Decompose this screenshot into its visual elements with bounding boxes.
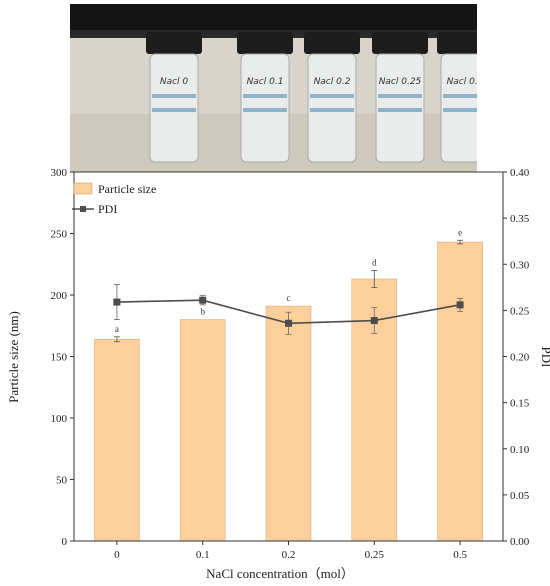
y2-tick-label: 0.20 (510, 352, 530, 364)
significance-letter: a (115, 324, 119, 334)
y-axis-label: Particle size (nm) (6, 311, 21, 403)
y-tick-label: 300 (51, 167, 68, 179)
y-tick-label: 250 (51, 229, 68, 241)
vial-band (243, 108, 287, 112)
vial-label: Nacl 0.2 (314, 77, 351, 87)
y2-axis-label: PDI (539, 347, 550, 368)
x-tick-label: 0 (114, 549, 120, 561)
bar-particle-size (437, 241, 483, 542)
y2-tick-label: 0.05 (510, 490, 530, 502)
vial-band (443, 108, 477, 112)
bar-particle-size (265, 305, 312, 542)
y-tick-label: 0 (62, 536, 68, 548)
point-pdi (199, 296, 207, 304)
legend: Particle size PDI (72, 182, 156, 216)
y-tick-label: 50 (56, 475, 68, 487)
vial-label: Nacl 0.5 (447, 77, 477, 87)
point-pdi (285, 319, 292, 327)
vial-band (378, 108, 422, 112)
y2-tick-label: 0.15 (510, 398, 530, 410)
vial-band (378, 94, 422, 98)
legend-marker-pdi (80, 206, 86, 212)
point-pdi (370, 317, 378, 325)
x-axis-label: NaCl concentration（mol） (206, 566, 354, 581)
y2-tick-label: 0.25 (510, 305, 530, 317)
y2-tick-label: 0.35 (510, 213, 530, 225)
significance-letter: b (200, 307, 205, 317)
vial-band (243, 94, 287, 98)
point-pdi (113, 298, 121, 306)
vial-label: Nacl 0 (160, 77, 189, 87)
x-tick-label: 0.5 (453, 549, 467, 561)
x-tick-label: 0.2 (282, 549, 296, 561)
vial-band (310, 94, 354, 98)
vials-photo: Nacl 0 Nacl 0.1 Nacl 0.2 Nacl 0.25 Nacl 0.5 (70, 4, 477, 172)
vial-cap (146, 32, 202, 54)
y2-tick-label: 0.10 (510, 444, 530, 456)
vial-cap (304, 32, 360, 54)
bar-particle-size (179, 319, 226, 542)
bar-particle-size (94, 338, 140, 542)
y2-tick-label: 0.30 (510, 259, 530, 271)
vial-cap (237, 32, 293, 54)
y2-tick-label: 0.40 (510, 167, 530, 179)
vial-label: Nacl 0.1 (247, 77, 284, 87)
y-tick-label: 200 (51, 290, 68, 302)
y-tick-label: 100 (51, 413, 68, 425)
vial-label: Nacl 0.25 (379, 77, 422, 87)
vial-cap (437, 32, 477, 54)
vial-band (310, 108, 354, 112)
legend-swatch-particle-size (73, 182, 93, 195)
point-pdi (456, 301, 464, 309)
significance-letter: c (287, 293, 291, 303)
vial-band (443, 94, 477, 98)
legend-label-pdi: PDI (98, 202, 117, 216)
y-tick-label: 150 (51, 352, 68, 364)
vial-band (152, 108, 196, 112)
x-tick-label: 0.1 (196, 549, 210, 561)
x-tick-label: 0.25 (365, 549, 385, 561)
vial-band (152, 94, 196, 98)
legend-label-particle-size: Particle size (98, 182, 156, 196)
significance-letter: e (458, 227, 462, 237)
vial-cap (372, 32, 428, 54)
significance-letter: d (372, 257, 377, 267)
y2-tick-label: 0.00 (510, 536, 530, 548)
